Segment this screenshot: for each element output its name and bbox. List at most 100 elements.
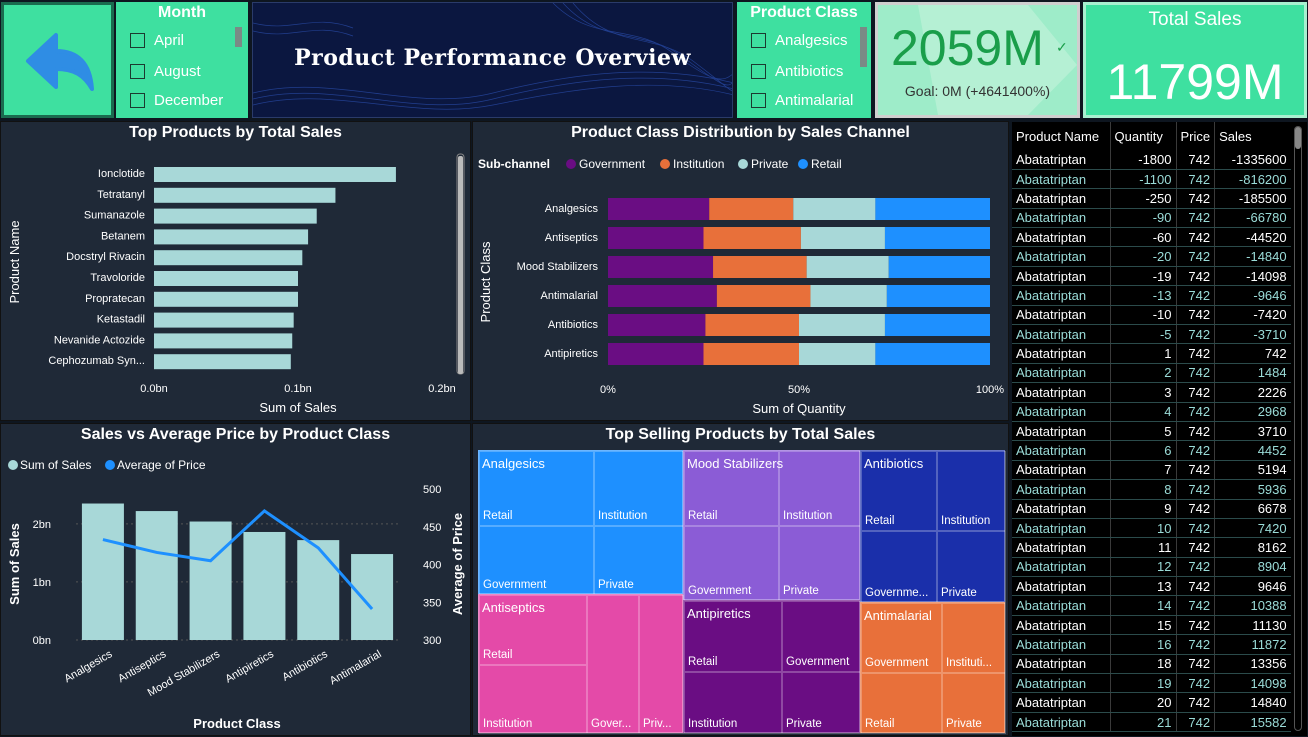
stacked-bar-segment[interactable]: [608, 198, 710, 220]
table-row[interactable]: Abatatriptan 21 742 15582: [1012, 712, 1291, 733]
checkbox[interactable]: [751, 64, 766, 79]
treemap-group[interactable]: Retail Institution Government Private: [683, 450, 861, 601]
treemap-cell[interactable]: [479, 595, 587, 665]
stacked-bar-segment[interactable]: [703, 227, 801, 249]
table-row[interactable]: Abatatriptan 5 742 3710: [1012, 421, 1291, 442]
checkbox[interactable]: [130, 93, 145, 108]
table-row[interactable]: Abatatriptan 2 742 1484: [1012, 363, 1291, 384]
table-row[interactable]: Abatatriptan -60 742 -44520: [1012, 227, 1291, 248]
table-row[interactable]: Abatatriptan 1 742 742: [1012, 343, 1291, 364]
month-option-april[interactable]: April: [130, 32, 184, 49]
legend-label[interactable]: Private: [751, 157, 789, 171]
treemap-cell[interactable]: [861, 451, 937, 531]
checkbox[interactable]: [130, 64, 145, 79]
table-row[interactable]: Abatatriptan 18 742 13356: [1012, 654, 1291, 675]
checkbox[interactable]: [751, 33, 766, 48]
treemap-cell[interactable]: [684, 451, 779, 526]
legend-label[interactable]: Average of Price: [117, 458, 206, 472]
treemap-cell[interactable]: [937, 451, 1006, 531]
legend-label[interactable]: Institution: [673, 157, 724, 171]
bar[interactable]: [154, 229, 309, 245]
stacked-bar-segment[interactable]: [799, 314, 885, 336]
treemap-cell[interactable]: [684, 601, 782, 672]
stacked-bar-segment[interactable]: [886, 285, 990, 307]
column-bar[interactable]: [297, 540, 340, 640]
bar[interactable]: [154, 271, 298, 286]
class-option-antibiotics[interactable]: Antibiotics: [751, 63, 843, 80]
stacked-bar-segment[interactable]: [800, 227, 885, 249]
legend-label[interactable]: Sum of Sales: [20, 458, 91, 472]
column-bar[interactable]: [189, 521, 232, 640]
header-price[interactable]: Price: [1176, 122, 1216, 150]
treemap-cell[interactable]: [479, 665, 587, 734]
table-row[interactable]: Abatatriptan -1100 742 -816200: [1012, 169, 1291, 190]
table-row[interactable]: Abatatriptan -13 742 -9646: [1012, 285, 1291, 306]
bar[interactable]: [154, 208, 317, 224]
treemap-group[interactable]: Retail Government Institution Private: [683, 600, 861, 734]
stacked-bar-segment[interactable]: [716, 285, 811, 307]
table-row[interactable]: Abatatriptan -5 742 -3710: [1012, 324, 1291, 345]
stacked-bar-segment[interactable]: [705, 314, 799, 336]
legend-label[interactable]: Government: [579, 157, 646, 171]
stacked-bar-segment[interactable]: [875, 343, 990, 365]
table-row[interactable]: Abatatriptan 4 742 2968: [1012, 402, 1291, 422]
stacked-bar-segment[interactable]: [806, 256, 889, 278]
bar[interactable]: [154, 291, 298, 307]
stacked-bar-segment[interactable]: [608, 314, 706, 336]
table-row[interactable]: Abatatriptan -20 742 -14840: [1012, 246, 1291, 267]
class-slicer-scrollbar[interactable]: [860, 27, 867, 67]
stacked-bar-segment[interactable]: [608, 343, 704, 365]
treemap-group[interactable]: Government Instituti... Retail Private: [860, 602, 1006, 734]
header-sales[interactable]: Sales: [1214, 122, 1291, 150]
stacked-bar-segment[interactable]: [888, 256, 990, 278]
month-option-august[interactable]: August: [130, 63, 201, 80]
table-row[interactable]: Abatatriptan 15 742 11130: [1012, 615, 1291, 636]
bar[interactable]: [154, 187, 336, 203]
stacked-bar-segment[interactable]: [608, 256, 714, 278]
treemap-group[interactable]: Retail Institution Governme... Private: [860, 450, 1006, 603]
stacked-bar-segment[interactable]: [875, 198, 990, 220]
stacked-bar-segment[interactable]: [799, 343, 876, 365]
header-product-name[interactable]: Product Name: [1012, 122, 1111, 150]
treemap-cell[interactable]: [684, 672, 782, 734]
table-row[interactable]: Abatatriptan -10 742 -7420: [1012, 305, 1291, 326]
table-row[interactable]: Abatatriptan 3 742 2226: [1012, 382, 1291, 403]
table-scrollbar-thumb[interactable]: [1295, 127, 1301, 149]
column-bar[interactable]: [243, 531, 286, 640]
header-quantity[interactable]: Quantity: [1110, 122, 1177, 150]
treemap-cell[interactable]: [479, 451, 594, 526]
stacked-bar-segment[interactable]: [608, 285, 717, 307]
column-bar[interactable]: [351, 554, 394, 640]
treemap-group[interactable]: Retail Institution Gover... Priv...: [478, 594, 684, 734]
stacked-bar-segment[interactable]: [713, 256, 807, 278]
table-row[interactable]: Abatatriptan 13 742 9646: [1012, 576, 1291, 597]
stacked-bar-segment[interactable]: [608, 227, 704, 249]
checkbox[interactable]: [130, 33, 145, 48]
table-row[interactable]: Abatatriptan -19 742 -14098: [1012, 266, 1291, 287]
bar[interactable]: [154, 167, 396, 182]
table-row[interactable]: Abatatriptan 10 742 7420: [1012, 518, 1291, 539]
stacked-bar-segment[interactable]: [884, 227, 990, 249]
stacked-bar-segment[interactable]: [810, 285, 887, 307]
treemap-cell[interactable]: [942, 603, 1006, 673]
class-option-analgesics[interactable]: Analgesics: [751, 32, 848, 49]
bar[interactable]: [154, 250, 303, 266]
table-row[interactable]: Abatatriptan 11 742 8162: [1012, 537, 1291, 558]
table-scrollbar[interactable]: [1294, 126, 1302, 731]
column-bar[interactable]: [81, 503, 124, 640]
treemap-cell[interactable]: [861, 673, 942, 734]
stacked-bar-segment[interactable]: [709, 198, 794, 220]
treemap-group[interactable]: Retail Institution Government Private: [478, 450, 684, 595]
treemap-cell[interactable]: [587, 595, 639, 734]
back-button[interactable]: [1, 2, 114, 118]
chart-scrollbar-thumb[interactable]: [458, 156, 463, 374]
table-row[interactable]: Abatatriptan 20 742 14840: [1012, 692, 1291, 713]
column-bar[interactable]: [135, 511, 178, 640]
bar[interactable]: [154, 333, 293, 349]
table-row[interactable]: Abatatriptan 14 742 10388: [1012, 595, 1291, 616]
table-row[interactable]: Abatatriptan 7 742 5194: [1012, 460, 1291, 481]
stacked-bar-segment[interactable]: [793, 198, 876, 220]
stacked-bar-segment[interactable]: [703, 343, 800, 365]
table-row[interactable]: Abatatriptan -1800 742 -1335600: [1012, 150, 1291, 170]
month-slicer-scrollbar[interactable]: [235, 27, 242, 47]
